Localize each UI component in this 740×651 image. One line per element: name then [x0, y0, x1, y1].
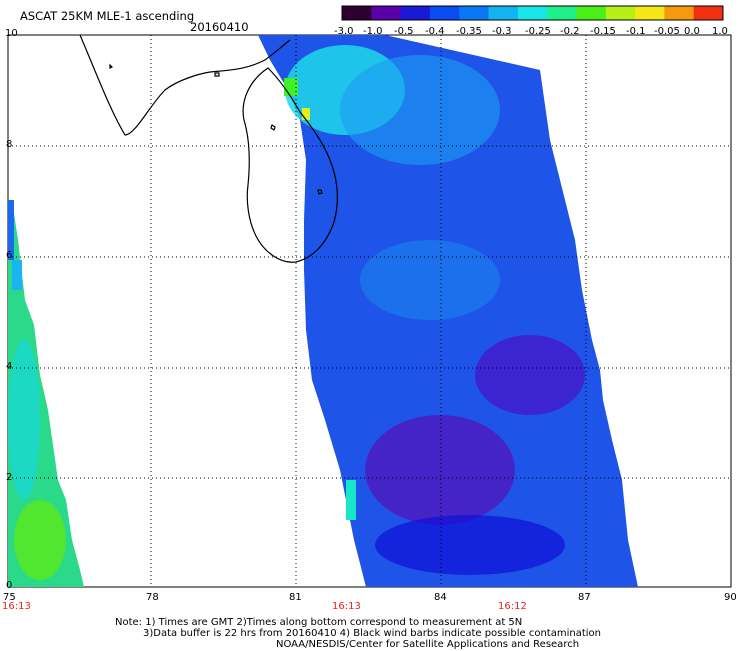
- island-outline-4: [109, 63, 114, 69]
- colorbar-swatch: [371, 6, 402, 20]
- colorbar-tick: -0.35: [456, 26, 482, 37]
- yellow-coastal-patch: [302, 108, 310, 120]
- colorbar-tick: -0.3: [492, 26, 512, 37]
- colorbar-swatch: [664, 6, 695, 20]
- purple-south-region: [365, 415, 515, 525]
- purple-east-region: [475, 335, 585, 415]
- colorbar-tick: -0.4: [425, 26, 445, 37]
- y-axis-label: 4: [6, 361, 13, 372]
- colorbar-tick: -0.5: [394, 26, 414, 37]
- colorbar-swatch: [342, 6, 372, 20]
- note-line-2: 3)Data buffer is 22 hrs from 20160410 4)…: [143, 628, 601, 639]
- y-axis-label: 10: [5, 28, 18, 39]
- cyan-southwest-patch: [346, 480, 356, 520]
- cyan-west-region: [8, 340, 40, 500]
- x-axis-label: 81: [289, 592, 302, 603]
- colorbar-border: [341, 5, 724, 21]
- coastline: [79, 34, 339, 263]
- colorbar: [341, 5, 724, 21]
- note-line-1: Note: 1) Times are GMT 2)Times along bot…: [115, 617, 523, 628]
- island-outline-3: [317, 189, 323, 195]
- colorbar-tick: -0.1: [626, 26, 646, 37]
- x-axis-label: 84: [434, 592, 447, 603]
- lightblue-north-region: [340, 55, 500, 165]
- x-axis-label: 90: [724, 592, 737, 603]
- west-swath-shading: [8, 200, 66, 580]
- colorbar-swatch: [693, 6, 724, 20]
- chart-title: ASCAT 25KM MLE-1 ascending: [20, 9, 195, 23]
- colorbar-tick: -0.25: [525, 26, 551, 37]
- colorbar-tick: -0.2: [560, 26, 580, 37]
- colorbar-tick: -3.0: [334, 26, 354, 37]
- colorbar-tick: 1.0: [712, 26, 728, 37]
- colorbar-tick: -0.15: [590, 26, 616, 37]
- green-west-region: [14, 500, 66, 580]
- colorbar-swatch: [576, 6, 607, 20]
- island-outline-1: [214, 72, 220, 77]
- colorbar-tick: 0.0: [684, 26, 700, 37]
- colorbar-swatch: [400, 6, 431, 20]
- sri-lanka-coast: [242, 67, 339, 263]
- x-axis-label: 78: [146, 592, 159, 603]
- lightblue-central-region: [360, 240, 500, 320]
- x-axis-label: 75: [3, 592, 16, 603]
- colorbar-swatch: [605, 6, 636, 20]
- y-axis-label: 6: [6, 250, 13, 261]
- y-axis-label: 0: [6, 580, 13, 591]
- pass-time: 16:13: [332, 601, 361, 612]
- east-swath-shading: [284, 45, 585, 575]
- colorbar-swatch: [547, 6, 577, 20]
- colorbar-tick: -0.05: [654, 26, 680, 37]
- colorbar-swatch: [429, 6, 460, 20]
- blue-west-edge: [8, 200, 14, 260]
- colorbar-swatch: [488, 6, 519, 20]
- pass-time: 16:12: [498, 601, 527, 612]
- colorbar-swatch: [459, 6, 490, 20]
- colorbar-swatch: [635, 6, 665, 20]
- y-axis-label: 2: [6, 472, 13, 483]
- gridlines: [8, 35, 731, 587]
- colorbar-tick: -1.0: [363, 26, 383, 37]
- note-line-3: NOAA/NESDIS/Center for Satellite Applica…: [276, 639, 580, 650]
- india-coast: [79, 34, 291, 136]
- colorbar-swatch: [517, 6, 548, 20]
- chart-date: 20160410: [190, 20, 249, 34]
- blue-west-edge-2: [12, 260, 22, 290]
- island-outline-2: [270, 124, 276, 131]
- pass-time: 16:13: [2, 601, 31, 612]
- dark-blue-south-region: [375, 515, 565, 575]
- y-axis-label: 8: [6, 139, 13, 150]
- x-axis-label: 87: [578, 592, 591, 603]
